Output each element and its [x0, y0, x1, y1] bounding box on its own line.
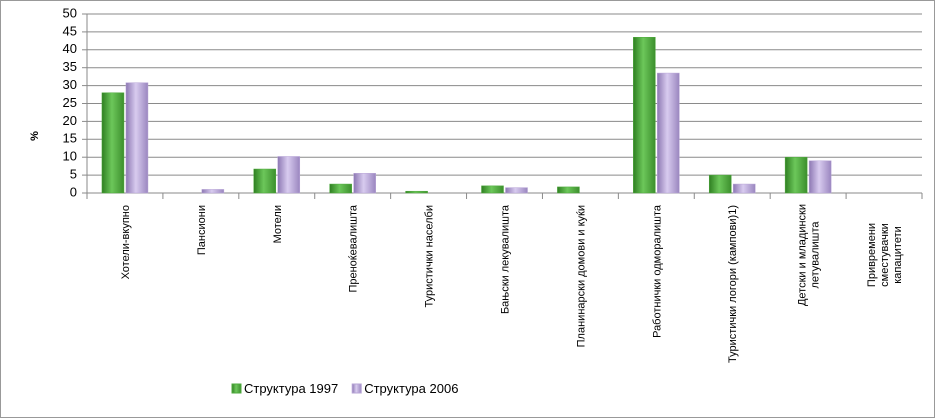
- y-axis-label: %: [29, 131, 41, 141]
- bar: [557, 186, 580, 194]
- bar: [101, 92, 125, 194]
- bar: [405, 190, 428, 194]
- x-tick-label: Бањски лекувалишта: [500, 204, 512, 314]
- bar: [329, 183, 352, 194]
- x-tick-label: Преноќевалишта: [348, 204, 360, 292]
- bar: [505, 187, 528, 194]
- y-tick-label: 25: [63, 95, 77, 110]
- legend-label: Структура 2006: [364, 381, 458, 396]
- bar: [253, 168, 277, 194]
- bar: [784, 156, 808, 194]
- bar: [125, 82, 149, 194]
- x-tick-label: Туристички населби: [424, 205, 436, 307]
- y-tick-label: 35: [63, 59, 77, 74]
- y-tick-label: 10: [63, 149, 77, 164]
- x-tick-label: Хотели-вкупно: [120, 205, 132, 279]
- x-tick-label: Туристички логори (кампови)1): [727, 205, 739, 363]
- bar: [732, 183, 756, 194]
- x-tick-label: Мотели: [272, 205, 284, 243]
- y-tick-label: 5: [70, 167, 77, 182]
- legend-label: Структура 1997: [244, 381, 338, 396]
- y-tick-label: 45: [63, 23, 77, 38]
- bar: [201, 189, 225, 194]
- x-tick-label: Планинарски домови и куќи: [575, 205, 587, 347]
- x-tick-label: Пансиони: [196, 205, 208, 255]
- bar: [277, 156, 301, 194]
- bar: [657, 72, 680, 194]
- x-tick-label: Привременисместувачкикапацитети: [866, 223, 904, 287]
- bar: [708, 174, 732, 194]
- y-tick-label: 0: [70, 184, 77, 199]
- y-tick-label: 20: [63, 113, 77, 128]
- bar: [481, 185, 504, 194]
- y-tick-label: 15: [63, 131, 77, 146]
- legend-swatch: [231, 383, 242, 394]
- y-tick-label: 50: [63, 5, 77, 20]
- x-tick-label: Работнички одморалишта: [651, 204, 663, 338]
- x-tick-label: Детски и младинскилетувалишта: [797, 204, 822, 306]
- legend-swatch: [351, 383, 362, 394]
- y-tick-label: 30: [63, 77, 77, 92]
- bar: [353, 173, 376, 194]
- bar: [808, 160, 832, 194]
- y-tick-label: 40: [63, 41, 77, 56]
- bar: [633, 37, 656, 194]
